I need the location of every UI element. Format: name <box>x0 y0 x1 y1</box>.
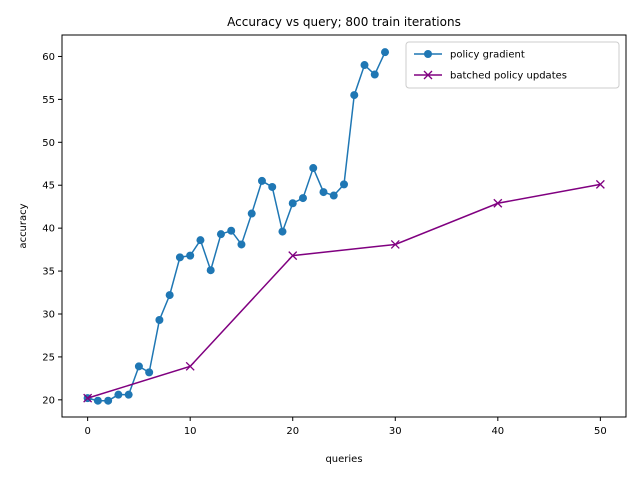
data-point <box>104 396 113 405</box>
legend-marker <box>423 70 433 80</box>
data-point <box>247 209 256 218</box>
legend-box <box>405 41 620 89</box>
x-tick-label: 10 <box>184 426 197 437</box>
data-point <box>350 91 359 100</box>
data-point <box>268 182 277 191</box>
y-tick-label: 25 <box>42 352 55 363</box>
data-point <box>83 393 93 403</box>
series-line <box>87 183 601 399</box>
data-point <box>196 236 205 245</box>
data-point <box>257 176 266 185</box>
plot-frame <box>61 34 627 418</box>
plot-series <box>83 48 605 405</box>
data-point <box>278 227 287 236</box>
data-point <box>186 251 195 260</box>
y-axis-label: accuracy <box>18 203 29 248</box>
data-point <box>595 179 605 189</box>
chart-title: Accuracy vs query; 800 train iterations <box>227 15 461 29</box>
y-tick-label: 45 <box>42 181 55 192</box>
legend-item: policy gradient <box>414 50 525 61</box>
data-point <box>340 180 348 189</box>
legend-label: policy gradient <box>450 50 525 61</box>
legend-marker <box>424 50 432 58</box>
x-axis-label: queries <box>325 454 362 465</box>
data-point <box>288 199 297 208</box>
y-tick-label: 60 <box>42 52 55 63</box>
data-point <box>360 61 369 70</box>
data-point <box>493 198 503 208</box>
x-tick-label: 0 <box>84 426 90 437</box>
data-point <box>381 48 390 57</box>
data-point <box>288 251 298 261</box>
y-tick-label: 30 <box>42 309 55 320</box>
data-point <box>206 266 215 275</box>
legend: policy gradient batched policy updates <box>405 41 620 89</box>
data-point <box>329 191 338 200</box>
x-tick-label: 40 <box>491 426 504 437</box>
data-point <box>370 70 379 79</box>
data-point <box>175 253 184 262</box>
data-point <box>319 188 328 197</box>
data-point <box>114 390 123 399</box>
data-point <box>237 240 246 249</box>
y-tick-label: 55 <box>42 95 55 106</box>
data-point <box>145 368 154 377</box>
y-tick-label: 50 <box>42 138 55 149</box>
data-point <box>124 390 133 399</box>
data-point <box>390 239 400 249</box>
y-tick-label: 35 <box>42 267 55 278</box>
data-point <box>227 226 236 235</box>
x-tick-label: 50 <box>594 426 607 437</box>
data-point <box>134 362 143 371</box>
data-point <box>216 230 225 239</box>
data-point <box>309 164 318 173</box>
axis-ticks: 0 10 20 30 40 50 20 25 30 35 40 45 50 55 60 <box>42 52 606 437</box>
y-tick-label: 20 <box>42 395 55 406</box>
legend-item: batched policy updates <box>414 71 567 82</box>
series-1 <box>83 179 605 403</box>
y-tick-label: 40 <box>42 224 55 235</box>
legend-label: batched policy updates <box>450 71 567 82</box>
data-point <box>165 291 174 300</box>
data-point <box>185 361 195 371</box>
x-tick-label: 30 <box>389 426 402 437</box>
data-point <box>155 315 164 324</box>
data-point <box>298 194 307 203</box>
x-tick-label: 20 <box>286 426 299 437</box>
data-point <box>93 396 102 405</box>
